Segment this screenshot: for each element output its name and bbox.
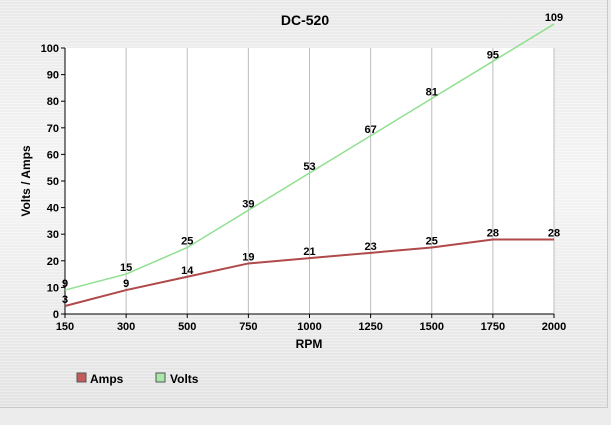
data-label-volts: 109 <box>545 12 563 24</box>
legend-swatch-volts <box>155 372 166 383</box>
y-axis-label: Volts / Amps <box>19 145 33 217</box>
x-tick-label: 1250 <box>358 321 382 333</box>
data-label-volts: 39 <box>242 198 254 210</box>
y-tick-label: 60 <box>47 149 59 161</box>
x-tick-label: 300 <box>117 321 135 333</box>
grid-lines <box>125 48 555 314</box>
series-lines <box>64 23 555 307</box>
y-tick-label: 10 <box>47 282 59 294</box>
y-tick-label: 20 <box>47 256 59 268</box>
series-line-amps <box>64 238 554 307</box>
y-tick-labels: 0 10 20 30 40 50 60 70 80 90 100 <box>41 43 65 321</box>
y-tick-label: 30 <box>47 229 59 241</box>
y-tick-label: 70 <box>47 123 59 135</box>
x-tick-label: 150 <box>56 321 74 333</box>
data-label-amps: 28 <box>487 228 499 240</box>
data-label-amps: 9 <box>123 278 129 290</box>
x-tick-label: 1500 <box>420 321 444 333</box>
data-label-amps: 21 <box>303 246 315 258</box>
legend-swatch-amps <box>76 372 87 383</box>
data-label-amps: 14 <box>181 265 194 277</box>
y-tick-label: 40 <box>47 203 59 215</box>
legend: Amps Volts <box>76 372 199 386</box>
data-label-amps: 23 <box>365 241 377 253</box>
legend-label-amps: Amps <box>90 372 124 386</box>
data-label-volts: 9 <box>62 278 68 290</box>
x-tick-label: 750 <box>239 321 257 333</box>
data-label-volts: 25 <box>181 236 193 248</box>
data-label-volts: 95 <box>487 49 499 61</box>
chart-title: DC-520 <box>281 12 329 28</box>
y-tick-label: 0 <box>53 309 59 321</box>
x-tick-labels: 150 300 500 750 1000 1250 1500 1750 2000 <box>56 314 566 333</box>
x-tick-label: 2000 <box>542 321 566 333</box>
data-label-amps: 3 <box>62 294 68 306</box>
data-label-volts: 67 <box>365 124 377 136</box>
y-tick-label: 100 <box>41 43 59 55</box>
legend-label-volts: Volts <box>170 372 199 386</box>
x-axis-label: RPM <box>296 337 323 351</box>
data-label-volts: 53 <box>303 161 315 173</box>
data-label-amps: 19 <box>242 251 254 263</box>
x-tick-label: 500 <box>178 321 196 333</box>
y-tick-label: 80 <box>47 96 59 108</box>
x-tick-label: 1750 <box>481 321 505 333</box>
x-tick-label: 1000 <box>297 321 321 333</box>
data-label-amps: 25 <box>426 236 438 248</box>
data-label-volts: 81 <box>426 87 438 99</box>
y-tick-label: 90 <box>47 70 59 82</box>
y-tick-label: 50 <box>47 176 59 188</box>
data-label-volts: 15 <box>120 262 132 274</box>
series-line-volts <box>64 23 555 291</box>
data-label-amps: 28 <box>548 228 560 240</box>
